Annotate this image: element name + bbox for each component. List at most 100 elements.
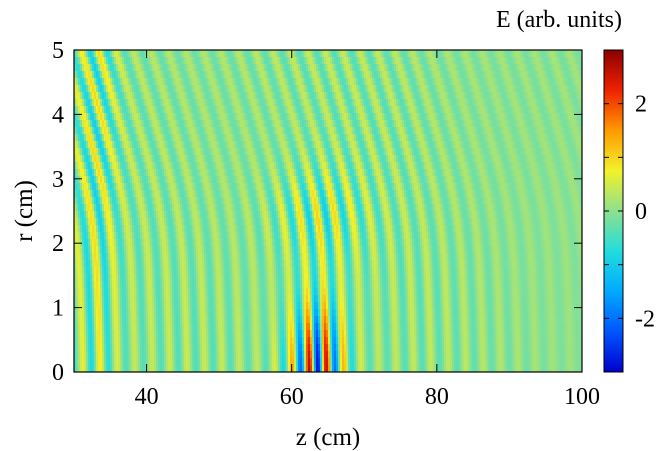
heatmap-cell — [512, 106, 515, 114]
heatmap-cell — [486, 120, 489, 128]
heatmap-cell — [440, 50, 443, 58]
heatmap-cell — [342, 78, 345, 86]
heatmap-cell — [172, 64, 175, 72]
heatmap-cell — [132, 99, 135, 107]
heatmap-cell — [412, 50, 415, 58]
heatmap-cell — [502, 85, 505, 93]
heatmap-cell — [200, 120, 203, 128]
heatmap-cell — [396, 71, 399, 79]
heatmap-cell — [260, 85, 263, 93]
heatmap-cell — [124, 99, 127, 107]
heatmap-cell — [92, 120, 95, 128]
heatmap-cell — [182, 57, 185, 65]
heatmap-cell — [282, 64, 285, 72]
heatmap-cell — [386, 78, 389, 86]
heatmap-cell — [492, 106, 495, 114]
heatmap-cell — [184, 50, 187, 58]
heatmap-cell — [228, 85, 231, 93]
heatmap-cell — [334, 113, 337, 121]
heatmap-cell — [224, 78, 227, 86]
heatmap-cell — [114, 57, 117, 65]
heatmap-cell — [350, 85, 353, 93]
heatmap-cell — [86, 120, 89, 128]
heatmap-cell — [374, 85, 377, 93]
heatmap-cell — [152, 78, 155, 86]
heatmap-cell — [190, 92, 193, 100]
heatmap-cell — [246, 57, 249, 65]
heatmap-cell — [332, 106, 335, 114]
heatmap-cell — [524, 113, 527, 121]
heatmap-cell — [348, 92, 351, 100]
heatmap-cell — [426, 113, 429, 121]
heatmap-cell — [162, 127, 165, 135]
heatmap-cell — [144, 92, 147, 100]
heatmap-cell — [168, 85, 171, 93]
heatmap-cell — [478, 120, 481, 128]
heatmap-cell — [344, 85, 347, 93]
heatmap-cell — [178, 120, 181, 128]
heatmap-cell — [304, 92, 307, 100]
heatmap-cell — [208, 127, 211, 135]
heatmap-cell — [268, 71, 271, 79]
heatmap-cell — [440, 78, 443, 86]
heatmap-cell — [156, 50, 159, 58]
heatmap-cell — [454, 78, 457, 86]
heatmap-cell — [168, 99, 171, 107]
heatmap-cell — [220, 78, 223, 86]
heatmap-cell — [442, 78, 445, 86]
heatmap-cell — [286, 64, 289, 72]
heatmap-cell — [390, 57, 393, 65]
heatmap-cell — [336, 113, 339, 121]
heatmap-cell — [96, 99, 99, 107]
heatmap-cell — [278, 99, 281, 107]
heatmap-cell — [332, 64, 335, 72]
heatmap-cell — [382, 64, 385, 72]
heatmap-cell — [116, 57, 119, 65]
heatmap-cell — [90, 50, 93, 58]
heatmap-cell — [116, 85, 119, 93]
heatmap-cell — [310, 71, 313, 79]
heatmap-cell — [514, 106, 517, 114]
heatmap-cell — [272, 106, 275, 114]
heatmap-cell — [486, 57, 489, 65]
heatmap-cell — [350, 71, 353, 79]
heatmap-cell — [190, 71, 193, 79]
heatmap-cell — [80, 127, 83, 135]
heatmap-cell — [94, 64, 97, 72]
heatmap-cell — [178, 78, 181, 86]
heatmap-cell — [268, 113, 271, 121]
heatmap-cell — [438, 99, 441, 107]
heatmap-cell — [326, 92, 329, 100]
heatmap-cell — [180, 78, 183, 86]
heatmap-cell — [338, 106, 341, 114]
heatmap-cell — [492, 85, 495, 93]
heatmap-cell — [292, 50, 295, 58]
heatmap-cell — [110, 85, 113, 93]
heatmap-cell — [262, 85, 265, 93]
heatmap-cell — [242, 92, 245, 100]
heatmap-cell — [248, 50, 251, 58]
heatmap-cell — [434, 78, 437, 86]
heatmap-cell — [122, 113, 125, 121]
heatmap-cell — [324, 106, 327, 114]
heatmap-cell — [424, 92, 427, 100]
heatmap-cell — [98, 57, 101, 65]
heatmap-cell — [128, 120, 131, 128]
heatmap-cell — [400, 120, 403, 128]
heatmap-cell — [234, 57, 237, 65]
heatmap-cell — [514, 120, 517, 128]
heatmap-cell — [514, 85, 517, 93]
heatmap-cell — [120, 127, 123, 135]
heatmap-cell — [238, 113, 241, 121]
heatmap-cell — [112, 120, 115, 128]
heatmap-cell — [580, 71, 583, 79]
heatmap-cell — [388, 99, 391, 107]
heatmap-cell — [408, 71, 411, 79]
heatmap-cell — [340, 57, 343, 65]
heatmap-cell — [230, 120, 233, 128]
heatmap-cell — [426, 57, 429, 65]
heatmap-cell — [272, 85, 275, 93]
heatmap-cell — [188, 71, 191, 79]
heatmap-cell — [464, 50, 467, 58]
